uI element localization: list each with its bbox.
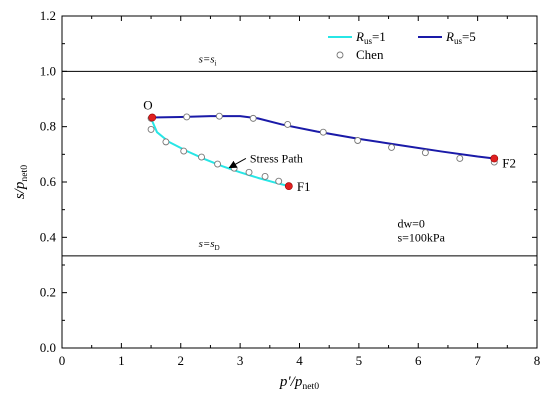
endpoint-marker — [148, 113, 157, 122]
data-point-chen — [354, 137, 362, 144]
y-tick-label: 1.2 — [40, 8, 56, 23]
x-tick-label: 7 — [474, 353, 481, 368]
data-point-chen — [180, 147, 188, 155]
data-point-chen — [275, 177, 283, 185]
data-point-chen — [215, 112, 223, 120]
endpoint-marker — [490, 154, 499, 163]
reference-line-label: s=si — [199, 53, 217, 67]
legend-label-chen: Chen — [356, 47, 384, 62]
stress-path-label: Stress Path — [250, 151, 303, 165]
data-point-chen — [198, 153, 205, 161]
x-axis-label: p′/pnet0 — [279, 374, 319, 392]
stress-path-arrow — [228, 158, 247, 169]
data-point-chen — [147, 125, 155, 133]
data-point-chen — [214, 160, 222, 168]
x-tick-label: 2 — [178, 353, 185, 368]
y-tick-label: 0.6 — [40, 174, 57, 189]
y-tick-label: 0.2 — [40, 285, 56, 300]
data-point-chen — [319, 128, 327, 136]
data-point-chen — [456, 155, 464, 162]
x-tick-label: 4 — [296, 353, 303, 368]
legend-label-rus1: Rus=1 — [355, 29, 386, 46]
data-point-chen — [388, 143, 395, 151]
data-point-chen — [421, 149, 429, 157]
x-tick-label: 1 — [118, 353, 125, 368]
condition-suction: s=100kPa — [397, 230, 445, 244]
legend-label-rus5: Rus=5 — [445, 29, 476, 46]
data-point-chen — [284, 121, 292, 128]
endpoint-marker — [284, 182, 293, 191]
reference-line-label: s=sD — [199, 238, 220, 252]
legend-swatch-chen — [336, 51, 344, 59]
endpoint-label: O — [143, 98, 152, 113]
data-point-chen — [162, 138, 170, 146]
y-tick-label: 0.8 — [40, 119, 56, 134]
endpoint-label: F2 — [502, 155, 516, 170]
y-tick-label: 0.0 — [40, 340, 56, 355]
x-tick-label: 8 — [534, 353, 541, 368]
x-tick-label: 5 — [356, 353, 363, 368]
data-point-chen — [249, 114, 257, 122]
data-point-chen — [261, 173, 269, 180]
series-line-rus1 — [150, 117, 290, 188]
data-point-chen — [183, 113, 191, 121]
y-tick-label: 0.4 — [40, 229, 57, 244]
endpoint-label: F1 — [297, 179, 311, 194]
y-tick-label: 1.0 — [40, 63, 56, 78]
x-tick-label: 3 — [237, 353, 244, 368]
condition-dw: dw=0 — [397, 217, 424, 231]
series-line-rus5 — [151, 115, 495, 160]
y-axis-label: s/pnet0 — [12, 165, 30, 199]
x-tick-label: 0 — [59, 353, 66, 368]
x-tick-label: 6 — [415, 353, 422, 368]
data-point-chen — [245, 168, 253, 176]
